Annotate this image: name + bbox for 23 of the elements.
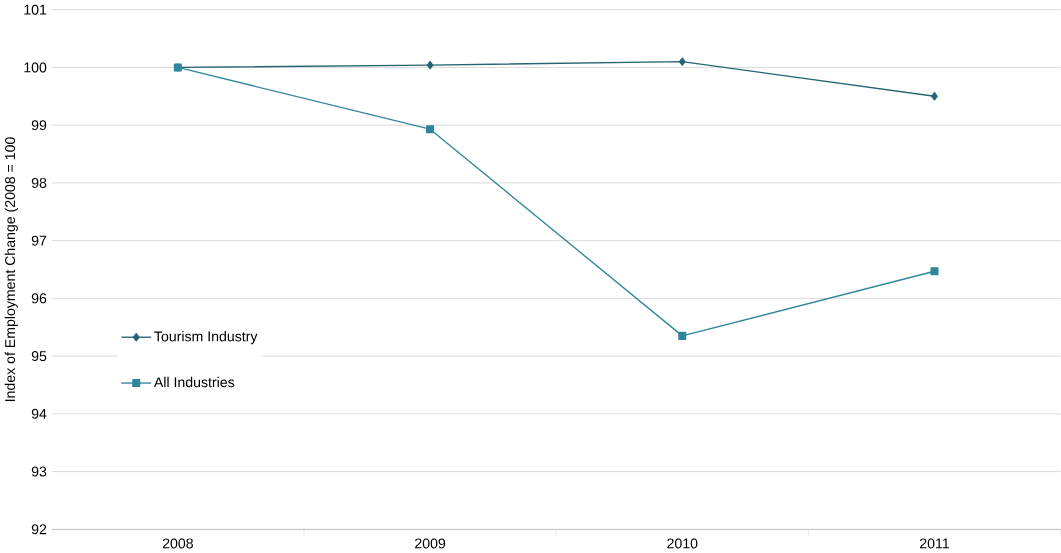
y-tick-label: 94	[31, 408, 47, 419]
legend-label: Tourism Industry	[154, 331, 258, 345]
y-axis-title: Index of Employment Change (2008 = 100	[4, 137, 18, 401]
y-tick-label: 95	[31, 351, 47, 362]
y-tick-label: 93	[31, 466, 47, 477]
legend-label: All Industries	[153, 376, 235, 388]
x-tick-label: 2011	[920, 538, 949, 549]
y-tick-label: 98	[31, 177, 47, 188]
x-tick-label: 2008	[162, 538, 193, 549]
point	[426, 125, 435, 134]
y-tick-label: 92	[31, 524, 47, 535]
x-tick-label: 2010	[667, 538, 698, 549]
y-tick-label: 97	[31, 235, 47, 246]
y-tick-label: 96	[31, 293, 47, 304]
point	[678, 331, 687, 340]
x-tick-label: 2009	[415, 538, 446, 549]
y-tick-label: 101	[24, 4, 47, 15]
point	[678, 57, 686, 66]
y-tick-label: 99	[31, 120, 47, 131]
point	[930, 267, 939, 276]
y-tick-label: 100	[24, 62, 47, 73]
point	[931, 92, 938, 101]
point	[426, 60, 434, 70]
